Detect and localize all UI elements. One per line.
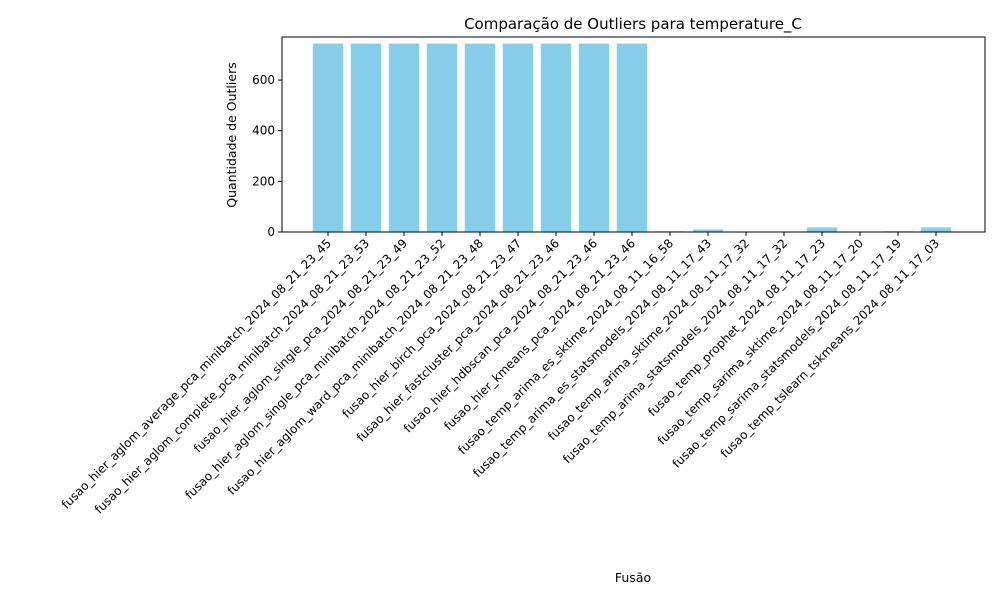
bar bbox=[616, 43, 648, 233]
bar bbox=[350, 43, 382, 233]
bar bbox=[920, 227, 952, 232]
bar bbox=[502, 43, 534, 233]
bar bbox=[464, 43, 496, 233]
x-tick-label: fusao_temp_prophet_2024_08_11_17_23 bbox=[645, 236, 828, 419]
y-tick-label: 400 bbox=[252, 124, 275, 138]
x-tick-label: fusao_hier_birch_pca_2024_08_21_23_47 bbox=[340, 236, 525, 421]
bar bbox=[540, 43, 572, 233]
y-tick-label: 200 bbox=[252, 174, 275, 188]
x-tick-label: fusao_hier_aglom_complete_pca_minibatch_… bbox=[92, 236, 372, 516]
y-axis: 0 200 400 600 bbox=[252, 73, 282, 239]
bar bbox=[806, 227, 838, 232]
x-tick-label: fusao_hier_aglom_ward_pca_minibatch_2024… bbox=[225, 236, 487, 498]
bar bbox=[692, 229, 724, 232]
y-axis-label: Quantidade de Outliers bbox=[224, 62, 239, 207]
bar bbox=[578, 43, 610, 233]
bars-group bbox=[312, 43, 952, 233]
bar bbox=[312, 43, 344, 233]
y-tick-label: 600 bbox=[252, 73, 275, 87]
bar bbox=[388, 43, 420, 233]
x-axis: fusao_hier_aglom_average_pca_minibatch_2… bbox=[59, 232, 942, 517]
x-axis-label: Fusão bbox=[615, 570, 651, 585]
x-tick-label: fusao_hier_aglom_single_pca_minibatch_20… bbox=[182, 236, 448, 502]
chart-title: Comparação de Outliers para temperature_… bbox=[464, 15, 802, 34]
plot-frame bbox=[281, 36, 986, 233]
bar bbox=[426, 43, 458, 233]
y-tick-label: 0 bbox=[267, 225, 275, 239]
x-tick-label: fusao_hier_aglom_average_pca_minibatch_2… bbox=[59, 236, 334, 511]
